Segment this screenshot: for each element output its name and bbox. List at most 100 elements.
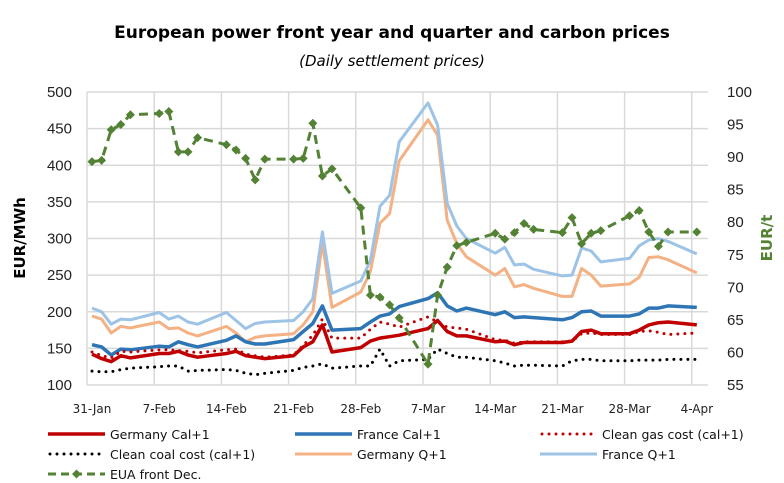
left-axis-tick-label: 350 [47, 194, 72, 211]
data-point-marker [692, 227, 702, 237]
data-point-marker [461, 237, 471, 247]
x-axis-tick-label: 4-Apr [681, 402, 714, 416]
right-axis-tick-label: 55 [727, 377, 744, 394]
right-axis-tick-label: 85 [727, 182, 744, 199]
data-point-marker [577, 239, 587, 249]
series-line [90, 347, 699, 377]
data-point-marker [289, 154, 299, 164]
data-point-marker [663, 227, 673, 237]
chart-subtitle: (Daily settlement prices) [299, 52, 485, 70]
legend-label: Clean coal cost (cal+1) [110, 447, 255, 462]
left-axis-ticks: 100 150 200 250 300 350 400 450 500 [47, 84, 72, 394]
series-line [91, 110, 697, 366]
data-point-marker [250, 175, 260, 185]
x-axis-tick-label: 31-Jan [73, 402, 112, 416]
data-point-marker [519, 219, 529, 229]
data-point-marker [596, 226, 606, 236]
series-line [90, 315, 699, 360]
x-axis-tick-label: 21-Mar [541, 402, 583, 416]
series-lines [87, 101, 702, 377]
x-axis-tick-label: 28-Feb [340, 402, 381, 416]
data-point-marker [423, 359, 433, 369]
right-axis-tick-label: 90 [727, 149, 744, 166]
gridlines [86, 91, 708, 386]
x-axis-tick-label: 14-Mar [474, 402, 516, 416]
right-axis-tick-label: 75 [727, 247, 744, 264]
data-point-marker [106, 125, 116, 135]
legend-label: EUA front Dec. [110, 467, 201, 482]
legend-item: Clean gas cost (cal+1) [540, 427, 744, 442]
data-point-marker [317, 171, 327, 181]
data-point-marker [375, 292, 385, 302]
data-point-marker [625, 211, 635, 221]
data-point-marker [154, 108, 164, 118]
x-axis-tick-label: 14-Feb [206, 402, 247, 416]
left-axis-tick-label: 300 [47, 231, 72, 248]
left-axis-tick-label: 250 [47, 267, 72, 284]
data-point-marker [567, 213, 577, 223]
legend-label: Germany Q+1 [357, 447, 447, 462]
data-point-marker [452, 241, 462, 251]
x-axis-ticks: 31-Jan 7-Feb 14-Feb 21-Feb 28-Feb 7-Mar 14-Mar… [73, 402, 713, 416]
x-axis-tick-label: 21-Feb [273, 402, 314, 416]
series-france-q-1 [91, 101, 698, 331]
series-clean-coal-cost-cal-1 [90, 347, 699, 377]
data-point-marker [327, 164, 337, 174]
right-axis-title: EUR/t [758, 215, 776, 262]
data-point-marker [644, 227, 654, 237]
series-line [91, 118, 698, 344]
legend: Germany Cal+1 France Cal+1 Clean gas cost … [48, 427, 744, 482]
data-point-marker [509, 228, 519, 238]
data-point-marker [433, 290, 443, 300]
data-point-marker [231, 145, 241, 155]
left-axis-tick-label: 500 [47, 84, 72, 101]
data-point-marker [557, 228, 567, 238]
data-point-marker [183, 147, 193, 157]
data-point-marker [653, 241, 663, 251]
left-axis-tick-label: 450 [47, 121, 72, 138]
data-point-marker [394, 313, 404, 323]
x-axis-tick-label: 7-Feb [143, 402, 176, 416]
left-axis-title: EUR/MWh [11, 197, 29, 279]
legend-item: EUA front Dec. [48, 467, 201, 482]
left-axis-tick-label: 150 [47, 340, 72, 357]
legend-item: Clean coal cost (cal+1) [48, 447, 255, 462]
data-point-marker [173, 147, 183, 157]
data-point-marker [442, 262, 452, 272]
left-axis-tick-label: 100 [47, 377, 72, 394]
data-point-marker [529, 224, 539, 234]
chart-title: European power front year and quarter an… [114, 23, 670, 43]
legend-label: France Cal+1 [357, 427, 441, 442]
data-point-marker [308, 118, 318, 128]
data-point-marker [500, 234, 510, 244]
data-point-marker [365, 290, 375, 300]
data-point-marker [116, 120, 126, 130]
left-axis-tick-label: 400 [47, 157, 72, 174]
series-line [91, 101, 698, 331]
right-axis-tick-label: 100 [727, 84, 752, 101]
data-point-marker [97, 155, 107, 165]
data-point-marker [241, 153, 251, 163]
legend-item: France Q+1 [540, 447, 676, 462]
legend-label: France Q+1 [602, 447, 676, 462]
data-point-marker [586, 228, 596, 238]
legend-item: Germany Cal+1 [48, 427, 210, 442]
series-line [91, 318, 697, 364]
right-axis-tick-label: 70 [727, 279, 744, 296]
legend-marker [72, 469, 81, 479]
right-axis-tick-label: 80 [727, 214, 744, 231]
data-point-marker [356, 203, 366, 213]
left-axis-tick-label: 200 [47, 304, 72, 321]
legend-item: Germany Q+1 [295, 447, 447, 462]
right-axis-tick-label: 95 [727, 117, 744, 134]
data-point-marker [193, 133, 203, 143]
x-axis-tick-label: 28-Mar [608, 402, 650, 416]
data-point-marker [87, 157, 97, 167]
series-line [91, 290, 697, 357]
right-axis-ticks: 55 60 65 70 75 80 85 90 95 100 [727, 84, 752, 394]
legend-label: Clean gas cost (cal+1) [602, 427, 744, 442]
data-point-marker [385, 300, 395, 310]
series-france-cal-1 [91, 290, 697, 357]
data-point-marker [125, 110, 135, 120]
